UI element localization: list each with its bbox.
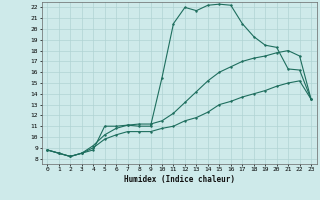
X-axis label: Humidex (Indice chaleur): Humidex (Indice chaleur) (124, 175, 235, 184)
